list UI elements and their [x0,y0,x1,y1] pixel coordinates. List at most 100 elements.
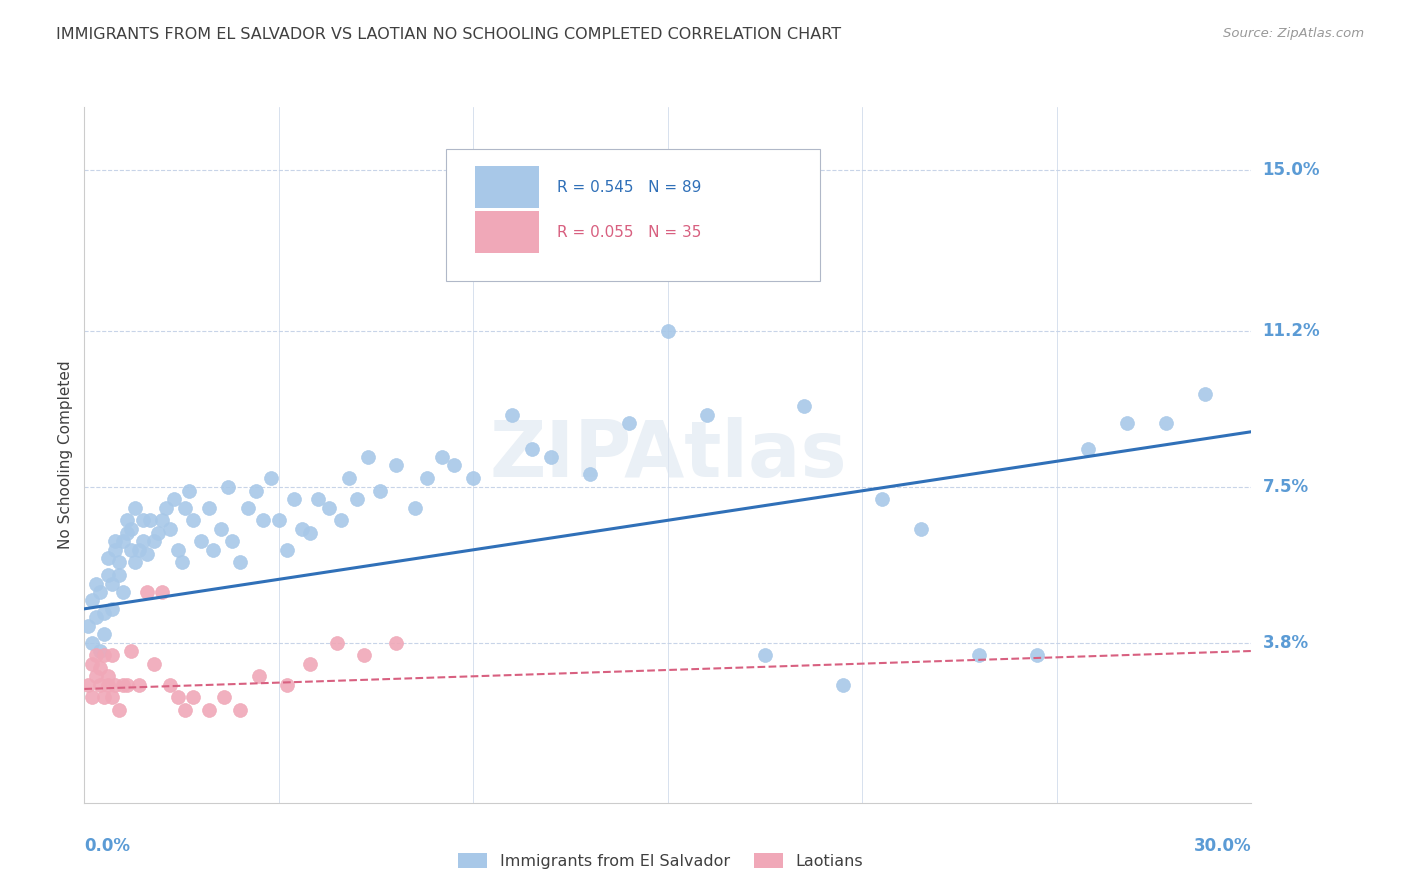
Point [115,678,138,692]
Point [93,627,115,641]
Point [384,635,406,649]
Point [77,618,100,632]
Point [120,522,142,536]
Point [124,500,146,515]
Point [77,678,100,692]
Point [201,542,224,557]
Text: R = 0.545   N = 89: R = 0.545 N = 89 [557,179,702,194]
Point [481,231,505,245]
Point [115,525,138,540]
Point [163,492,186,507]
Point [132,534,155,549]
Legend: Immigrants from El Salvador, Laotians: Immigrants from El Salvador, Laotians [453,847,869,875]
Point [657,324,679,338]
Point [143,534,166,549]
Point [415,471,437,485]
Point [540,450,562,464]
Point [276,542,298,557]
Point [967,648,990,663]
Point [150,513,173,527]
Point [112,585,135,599]
Text: Source: ZipAtlas.com: Source: ZipAtlas.com [1223,27,1364,40]
Point [132,513,155,527]
Point [198,500,221,515]
Point [108,556,131,570]
Point [108,703,131,717]
Point [181,690,204,705]
Point [97,678,120,692]
Point [112,678,135,692]
Point [579,467,602,481]
Point [432,450,454,464]
Point [181,513,204,527]
Point [143,657,166,671]
Point [89,678,111,692]
Point [104,534,127,549]
Point [84,610,107,624]
Text: 11.2%: 11.2% [1263,321,1320,340]
Point [368,483,391,498]
Point [1077,442,1099,456]
Point [135,585,157,599]
Point [124,556,146,570]
Point [190,534,212,549]
Point [166,690,188,705]
Point [384,458,406,473]
Point [155,500,177,515]
Point [260,471,283,485]
Point [97,669,120,683]
Point [1194,386,1216,401]
Point [793,400,815,414]
Point [1154,417,1177,431]
Point [283,492,305,507]
Bar [475,211,540,253]
Point [82,593,104,607]
Point [754,648,776,663]
Point [214,690,236,705]
Point [443,458,465,473]
Point [89,661,111,675]
Text: 0.0%: 0.0% [84,837,131,855]
Point [82,657,104,671]
Point [1026,648,1049,663]
Point [245,483,267,498]
Point [104,542,127,557]
Text: IMMIGRANTS FROM EL SALVADOR VS LAOTIAN NO SCHOOLING COMPLETED CORRELATION CHART: IMMIGRANTS FROM EL SALVADOR VS LAOTIAN N… [56,27,841,42]
Point [198,703,221,717]
Point [870,492,893,507]
Point [97,551,120,566]
Text: 15.0%: 15.0% [1263,161,1320,179]
Point [97,568,120,582]
Point [139,513,162,527]
Point [159,522,181,536]
FancyBboxPatch shape [446,149,820,281]
Point [150,585,173,599]
Point [82,635,104,649]
Point [404,500,426,515]
Point [82,690,104,705]
Point [93,606,115,620]
Point [100,576,122,591]
Point [229,556,252,570]
Point [120,644,142,658]
Point [84,669,107,683]
Point [100,648,122,663]
Point [520,442,543,456]
Text: 7.5%: 7.5% [1263,477,1309,496]
Point [174,500,197,515]
Point [236,500,259,515]
Point [291,522,314,536]
Y-axis label: No Schooling Completed: No Schooling Completed [58,360,73,549]
Point [100,602,122,616]
Point [229,703,252,717]
Point [115,513,138,527]
Text: 3.8%: 3.8% [1263,633,1309,651]
Point [832,678,855,692]
Point [128,542,150,557]
Point [89,644,111,658]
Point [501,408,523,422]
Text: ZIPAtlas: ZIPAtlas [489,417,846,493]
Point [247,669,270,683]
Bar [475,166,540,208]
Point [104,678,127,692]
